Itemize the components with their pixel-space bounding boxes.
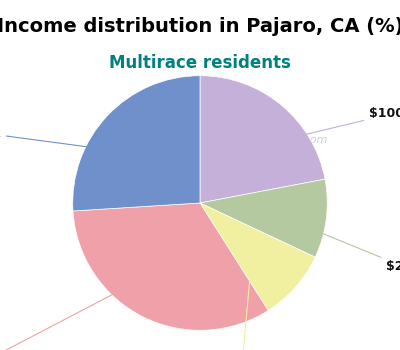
Text: Income distribution in Pajaro, CA (%): Income distribution in Pajaro, CA (%)	[0, 18, 400, 36]
Wedge shape	[200, 179, 327, 257]
Text: $100k: $100k	[247, 107, 400, 148]
Text: $75k: $75k	[221, 252, 256, 350]
Wedge shape	[73, 76, 200, 211]
Text: City-Data.com: City-Data.com	[248, 135, 328, 145]
Wedge shape	[200, 203, 315, 310]
Text: $20k: $20k	[272, 213, 400, 273]
Text: $60k: $60k	[0, 126, 146, 155]
Wedge shape	[200, 76, 325, 203]
Text: $150k: $150k	[0, 267, 166, 350]
Text: Multirace residents: Multirace residents	[109, 54, 291, 72]
Wedge shape	[73, 203, 268, 330]
